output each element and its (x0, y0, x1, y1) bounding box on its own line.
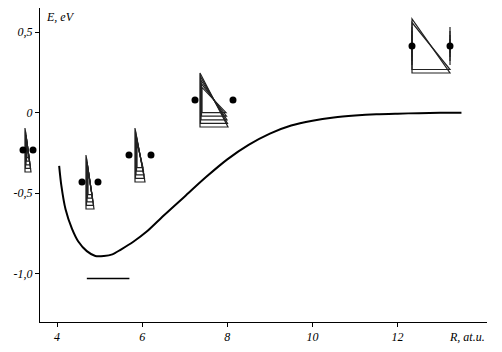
svg-text:8: 8 (224, 330, 230, 344)
svg-text:6: 6 (139, 330, 145, 344)
svg-text:-0,5: -0,5 (14, 186, 33, 200)
svg-text:4: 4 (54, 330, 60, 344)
svg-text:E, eV: E, eV (46, 10, 75, 24)
svg-text:10: 10 (306, 330, 318, 344)
svg-text:R, at.u.: R, at.u. (449, 330, 485, 344)
svg-text:12: 12 (392, 330, 404, 344)
svg-text:-1,0: -1,0 (14, 267, 33, 281)
svg-text:0: 0 (27, 106, 33, 120)
svg-text:0,5: 0,5 (18, 25, 33, 39)
